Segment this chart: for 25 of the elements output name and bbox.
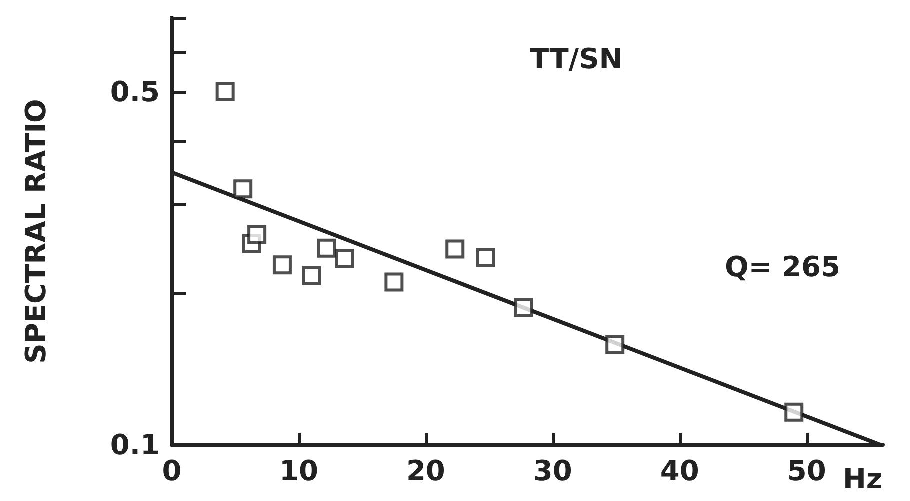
point bbox=[272, 256, 292, 275]
point bbox=[476, 248, 496, 268]
x-tick-label: 20 bbox=[406, 454, 446, 488]
y-tick-label: 0.5 bbox=[110, 75, 160, 108]
point bbox=[606, 335, 625, 354]
point bbox=[234, 180, 253, 199]
point bbox=[446, 240, 465, 259]
point bbox=[514, 298, 534, 318]
point bbox=[317, 238, 336, 258]
annotation: Q= 265 bbox=[725, 250, 840, 284]
point bbox=[216, 82, 235, 102]
y-axis-title: SPECTRAL RATIO bbox=[20, 99, 52, 364]
x-tick-label: 40 bbox=[660, 454, 700, 488]
x-tick-label: 50 bbox=[787, 454, 826, 488]
point bbox=[302, 266, 322, 286]
x-tick-label: 30 bbox=[533, 454, 572, 488]
x-tick-label: 0 bbox=[162, 454, 182, 488]
point bbox=[784, 402, 804, 422]
y-tick-label: 0.1 bbox=[110, 428, 160, 462]
text: TT/SN bbox=[530, 42, 623, 76]
x-axis-title: Hz bbox=[843, 462, 883, 496]
point bbox=[335, 248, 354, 268]
point bbox=[384, 272, 404, 292]
point bbox=[248, 224, 267, 244]
x-tick-label: 10 bbox=[279, 454, 318, 488]
